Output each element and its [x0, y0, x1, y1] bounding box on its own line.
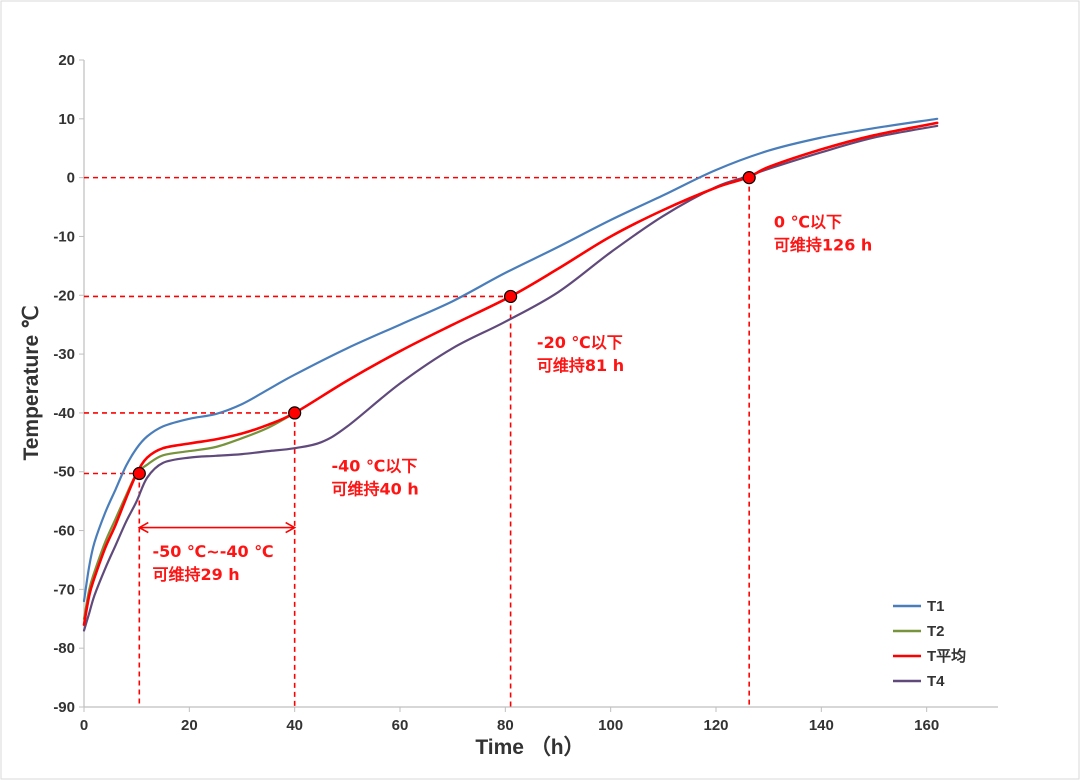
annotation-line1: 0 ℃以下	[774, 213, 842, 232]
y-tick-label: -10	[53, 228, 75, 245]
legend-label: T4	[927, 673, 945, 690]
y-tick-label: 0	[67, 170, 75, 187]
reference-lines	[84, 176, 750, 707]
range-arrow-head-left	[137, 521, 149, 534]
legend-label: T平均	[927, 647, 966, 665]
y-tick-label: -60	[53, 523, 75, 540]
data-marker	[742, 171, 756, 185]
y-tick-label: 10	[58, 111, 75, 128]
x-tick-label: 80	[497, 717, 514, 734]
x-tick-label: 140	[809, 717, 834, 734]
legend-label: T1	[927, 598, 945, 615]
y-tick-label: -80	[53, 640, 75, 657]
annotation-line1: -40 ℃以下	[332, 457, 418, 476]
annotation-line1: -50 ℃~-40 ℃	[152, 542, 273, 561]
y-tick-label: -40	[53, 405, 75, 422]
annotation-line2: 可维持126 h	[774, 236, 872, 255]
legend: T1 T2 T平均 T4	[893, 598, 966, 690]
data-marker	[132, 466, 146, 481]
annotation-line2: 可维持40 h	[332, 480, 419, 499]
y-tick-label: -90	[53, 699, 75, 716]
y-tick-label: -50	[53, 464, 75, 481]
x-tick-label: 0	[80, 717, 88, 734]
annotation-line2: 可维持81 h	[537, 356, 624, 375]
y-tick-label: -20	[53, 287, 75, 304]
x-tick-label: 40	[286, 717, 303, 734]
x-tick-label: 20	[181, 717, 198, 734]
legend-label: T2	[927, 623, 945, 640]
x-axis-title: Time （h）	[475, 735, 584, 759]
series-line-t4	[82, 124, 939, 632]
annotation-line1: -20 ℃以下	[537, 333, 623, 352]
x-tick-label: 160	[914, 717, 939, 734]
data-marker	[288, 406, 302, 420]
data-marker	[504, 289, 518, 304]
x-tick-label: 60	[392, 717, 409, 734]
y-tick-label: 20	[58, 52, 75, 69]
markers	[132, 171, 756, 481]
y-tick-label: -30	[53, 346, 75, 363]
y-axis-title: Temperature ℃	[20, 305, 43, 460]
annotation-line2: 可维持29 h	[152, 565, 239, 584]
x-tick-label: 100	[598, 717, 623, 734]
x-tick-label: 120	[703, 717, 728, 734]
y-tick-label: -70	[53, 581, 75, 598]
range-arrow-head-right	[285, 521, 297, 534]
series-line-t1	[82, 117, 939, 603]
